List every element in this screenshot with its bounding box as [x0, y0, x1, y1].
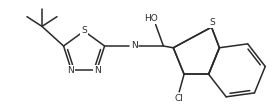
Text: HO: HO	[144, 14, 158, 23]
Text: N: N	[94, 66, 101, 75]
Text: S: S	[209, 18, 214, 27]
Text: S: S	[210, 18, 215, 27]
Text: Cl: Cl	[175, 94, 184, 103]
Text: N: N	[131, 41, 137, 51]
Text: S: S	[81, 26, 87, 35]
Text: N: N	[67, 66, 74, 75]
